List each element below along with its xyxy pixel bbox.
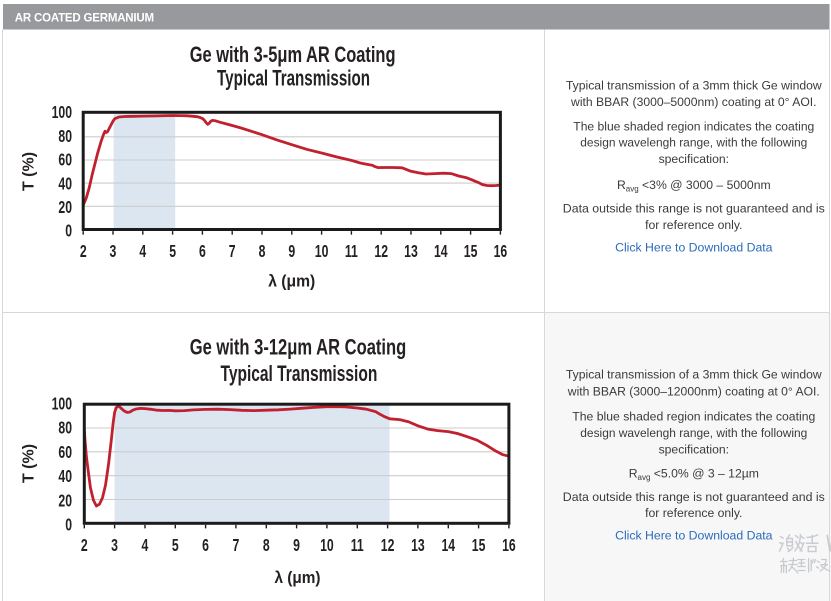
svg-text:3: 3 — [110, 242, 117, 262]
svg-text:5: 5 — [172, 536, 179, 556]
svg-text:6: 6 — [202, 536, 209, 556]
svg-text:design wavelengh range, with t: design wavelengh range, with the followi… — [580, 426, 807, 440]
svg-text:with BBAR (3000–5000nm) coatin: with BBAR (3000–5000nm) coating at 0° AO… — [570, 95, 816, 109]
svg-text:60: 60 — [58, 151, 72, 171]
svg-text:4: 4 — [142, 536, 149, 556]
svg-text:Ravg <5.0% @ 3 – 12µm: Ravg <5.0% @ 3 – 12µm — [629, 467, 759, 483]
svg-text:T (%): T (%) — [21, 444, 38, 483]
svg-text:80: 80 — [58, 419, 72, 439]
svg-text:13: 13 — [411, 536, 425, 556]
svg-text:14: 14 — [441, 536, 455, 556]
svg-text:2: 2 — [80, 242, 87, 262]
svg-text:λ (μm): λ (μm) — [268, 272, 315, 290]
svg-text:Ge with 3-5μm AR Coating: Ge with 3-5μm AR Coating — [190, 43, 396, 68]
svg-text:Typical Transmission: Typical Transmission — [217, 67, 370, 91]
svg-text:Data outside this range is not: Data outside this range is not guarantee… — [563, 202, 825, 216]
svg-text:9: 9 — [293, 536, 300, 556]
svg-text:5: 5 — [169, 242, 176, 262]
svg-text:40: 40 — [58, 174, 72, 194]
svg-text:specification:: specification: — [659, 152, 729, 166]
svg-text:60: 60 — [58, 443, 72, 463]
svg-text:λ (μm): λ (μm) — [274, 570, 320, 588]
svg-text:4: 4 — [139, 242, 146, 262]
svg-text:80: 80 — [58, 127, 72, 147]
svg-text:T (%): T (%) — [21, 152, 38, 191]
svg-text:0: 0 — [65, 222, 72, 242]
svg-text:The blue shaded region indicat: The blue shaded region indicates the coa… — [572, 410, 815, 424]
svg-text:Ravg <3% @ 3000 – 5000nm: Ravg <3% @ 3000 – 5000nm — [617, 178, 771, 194]
svg-text:Click Here to Download Data: Click Here to Download Data — [615, 529, 773, 543]
svg-text:8: 8 — [259, 242, 266, 262]
svg-text:Click Here to Download Data: Click Here to Download Data — [615, 241, 773, 255]
svg-text:The blue shaded region indicat: The blue shaded region indicates the coa… — [573, 120, 814, 134]
svg-text:10: 10 — [320, 536, 334, 556]
svg-text:0: 0 — [65, 515, 72, 535]
svg-text:16: 16 — [494, 242, 508, 262]
svg-text:7: 7 — [232, 536, 239, 556]
svg-text:Typical transmission of a 3mm: Typical transmission of a 3mm thick Ge w… — [566, 368, 822, 382]
svg-text:8: 8 — [263, 536, 270, 556]
svg-text:design wavelengh range, with t: design wavelengh range, with the followi… — [580, 135, 807, 149]
svg-text:15: 15 — [472, 536, 486, 556]
svg-text:with BBAR (3000–12000nm) coati: with BBAR (3000–12000nm) coating at 0° A… — [567, 385, 820, 399]
svg-text:13: 13 — [404, 242, 418, 262]
svg-text:6: 6 — [199, 242, 206, 262]
svg-text:specification:: specification: — [659, 443, 729, 457]
svg-text:40: 40 — [58, 467, 72, 487]
svg-text:Typical Transmission: Typical Transmission — [220, 362, 377, 386]
svg-text:2: 2 — [81, 536, 88, 556]
svg-text:12: 12 — [374, 242, 388, 262]
svg-text:9: 9 — [288, 242, 295, 262]
svg-text:20: 20 — [58, 198, 72, 218]
svg-text:14: 14 — [434, 242, 448, 262]
svg-text:Ge with 3-12μm AR Coating: Ge with 3-12μm AR Coating — [190, 335, 407, 360]
svg-text:12: 12 — [381, 536, 395, 556]
svg-text:11: 11 — [351, 536, 364, 556]
svg-text:11: 11 — [345, 242, 358, 262]
svg-text:100: 100 — [52, 394, 72, 414]
svg-text:AR COATED GERMANIUM: AR COATED GERMANIUM — [15, 13, 154, 25]
svg-text:for reference only.: for reference only. — [645, 218, 742, 232]
svg-text:100: 100 — [52, 103, 72, 123]
svg-text:20: 20 — [58, 491, 72, 511]
svg-text:16: 16 — [502, 536, 516, 556]
svg-text:Data outside this range is not: Data outside this range is not guarantee… — [563, 490, 825, 504]
svg-text:Typical transmission of a 3mm: Typical transmission of a 3mm thick Ge w… — [566, 79, 822, 93]
svg-text:for reference only.: for reference only. — [645, 506, 742, 520]
svg-text:10: 10 — [315, 242, 329, 262]
svg-text:15: 15 — [464, 242, 478, 262]
svg-text:3: 3 — [111, 536, 118, 556]
svg-text:7: 7 — [229, 242, 236, 262]
